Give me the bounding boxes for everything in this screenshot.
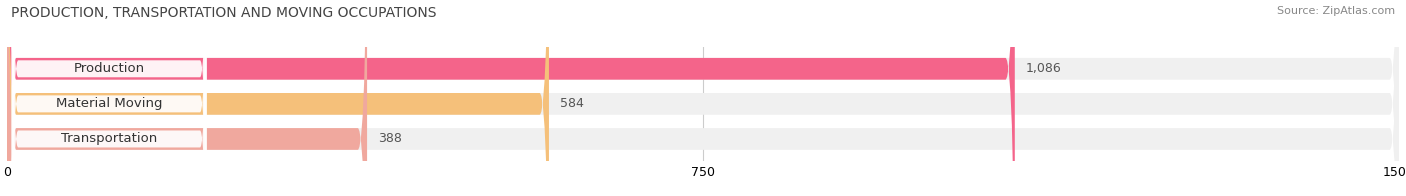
Text: 584: 584 (560, 97, 583, 110)
FancyBboxPatch shape (7, 0, 548, 196)
Text: Production: Production (73, 62, 145, 75)
Text: Source: ZipAtlas.com: Source: ZipAtlas.com (1277, 6, 1395, 16)
FancyBboxPatch shape (7, 0, 1399, 196)
FancyBboxPatch shape (11, 0, 207, 196)
FancyBboxPatch shape (7, 0, 367, 196)
FancyBboxPatch shape (11, 0, 207, 196)
Text: Material Moving: Material Moving (56, 97, 162, 110)
Text: PRODUCTION, TRANSPORTATION AND MOVING OCCUPATIONS: PRODUCTION, TRANSPORTATION AND MOVING OC… (11, 6, 437, 20)
Text: 1,086: 1,086 (1026, 62, 1062, 75)
Text: 388: 388 (378, 132, 402, 145)
Text: Transportation: Transportation (60, 132, 157, 145)
FancyBboxPatch shape (7, 0, 1399, 196)
FancyBboxPatch shape (11, 0, 207, 196)
FancyBboxPatch shape (7, 0, 1399, 196)
FancyBboxPatch shape (7, 0, 1015, 196)
